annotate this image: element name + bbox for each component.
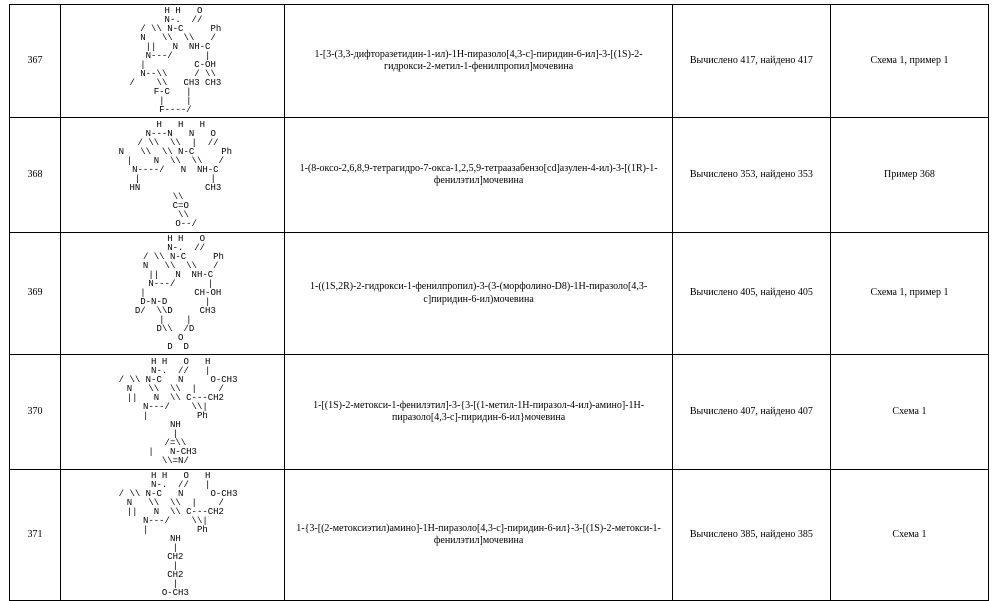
cell-mass: Вычислено 405, найдено 405: [672, 233, 830, 355]
cell-mass: Вычислено 417, найдено 417: [672, 5, 830, 118]
cell-ref: Схема 1: [830, 470, 988, 601]
cell-name: 1-((1S,2R)-2-гидрокси-1-фенилпропил)-3-(…: [285, 233, 673, 355]
structure-diagram: H H O H N-. // | / \\ N-C N O-CH3 N \\ \…: [65, 472, 280, 598]
cell-ref: Пример 368: [830, 118, 988, 233]
cell-ref: Схема 1, пример 1: [830, 233, 988, 355]
cell-id: 369: [10, 233, 61, 355]
cell-mass: Вычислено 353, найдено 353: [672, 118, 830, 233]
structure-diagram: H H H N---N N O / \\ \\ | // N \\ \\ N-C…: [65, 121, 280, 229]
compound-table: 367 H H O N-. // / \\ N-C Ph N \\ \\ / |…: [9, 4, 989, 601]
cell-id: 371: [10, 470, 61, 601]
cell-structure: H H O N-. // / \\ N-C Ph N \\ \\ / || N …: [60, 5, 284, 118]
structure-diagram: H H O N-. // / \\ N-C Ph N \\ \\ / || N …: [65, 7, 280, 115]
table-row: 368 H H H N---N N O / \\ \\ | // N \\ \\…: [10, 118, 989, 233]
cell-structure: H H H N---N N O / \\ \\ | // N \\ \\ N-C…: [60, 118, 284, 233]
cell-id: 370: [10, 355, 61, 470]
cell-ref: Схема 1: [830, 355, 988, 470]
cell-name: 1-{3-[(2-метоксиэтил)амино]-1H-пиразоло[…: [285, 470, 673, 601]
cell-ref: Схема 1, пример 1: [830, 5, 988, 118]
cell-name: 1-(8-оксо-2,6,8,9-тетрагидро-7-окса-1,2,…: [285, 118, 673, 233]
cell-id: 367: [10, 5, 61, 118]
cell-structure: H H O H N-. // | / \\ N-C N O-CH3 N \\ \…: [60, 355, 284, 470]
table-row: 369 H H O N-. // / \\ N-C Ph N \\ \\ / |…: [10, 233, 989, 355]
cell-name: 1-[3-(3,3-дифторазетидин-1-ил)-1H-пиразо…: [285, 5, 673, 118]
cell-mass: Вычислено 385, найдено 385: [672, 470, 830, 601]
table-row: 367 H H O N-. // / \\ N-C Ph N \\ \\ / |…: [10, 5, 989, 118]
table-row: 370 H H O H N-. // | / \\ N-C N O-CH3 N …: [10, 355, 989, 470]
cell-structure: H H O H N-. // | / \\ N-C N O-CH3 N \\ \…: [60, 470, 284, 601]
cell-id: 368: [10, 118, 61, 233]
cell-name: 1-[(1S)-2-метокси-1-фенилэтил]-3-{3-[(1-…: [285, 355, 673, 470]
cell-mass: Вычислено 407, найдено 407: [672, 355, 830, 470]
structure-diagram: H H O H N-. // | / \\ N-C N O-CH3 N \\ \…: [65, 358, 280, 466]
table-row: 371 H H O H N-. // | / \\ N-C N O-CH3 N …: [10, 470, 989, 601]
structure-diagram: H H O N-. // / \\ N-C Ph N \\ \\ / || N …: [65, 235, 280, 352]
cell-structure: H H O N-. // / \\ N-C Ph N \\ \\ / || N …: [60, 233, 284, 355]
